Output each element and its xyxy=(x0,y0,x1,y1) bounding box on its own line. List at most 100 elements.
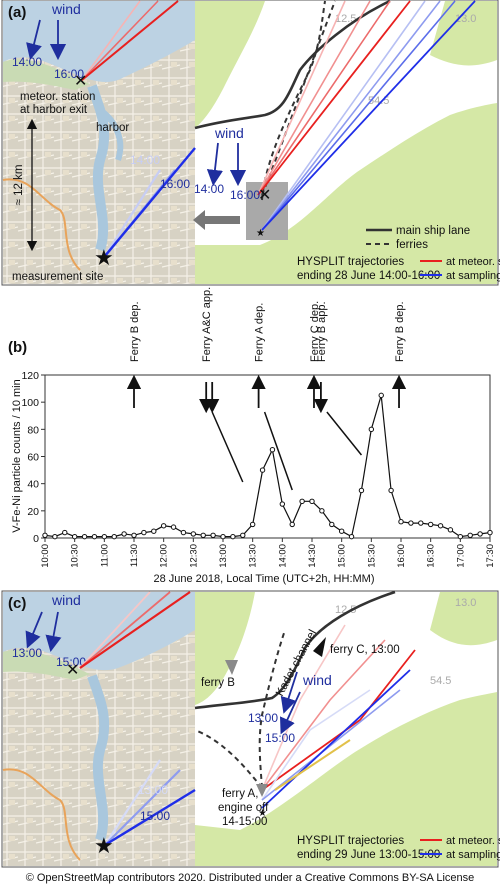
panel-c-label: (c) xyxy=(8,595,26,612)
wind-time-c-15: 15:00 xyxy=(265,731,295,745)
data-point xyxy=(170,524,177,530)
chart-b: 0 20 40 60 80 100 120 10:00 10:30 11:00 11:30 12:00… xyxy=(21,287,496,568)
y-tick-label: 20 xyxy=(27,506,39,518)
site-marker: ★ xyxy=(256,228,265,239)
legend-c-met-station: at meteor. station xyxy=(446,835,500,847)
data-point xyxy=(230,533,236,540)
x-axis-label: 28 June 2018, Local Time (UTC+2h, HH:MM) xyxy=(153,573,374,585)
lon-label-13-0-c: 13.0 xyxy=(455,597,476,609)
station-marker: ✕ xyxy=(74,73,87,90)
y-tick-label: 60 xyxy=(27,452,39,464)
main-ship-lane xyxy=(194,0,391,130)
traj-time-16: 16:00 xyxy=(160,177,190,191)
data-point xyxy=(427,521,434,528)
ferry-route xyxy=(258,629,286,789)
wind-arrow xyxy=(25,611,43,649)
data-point xyxy=(319,508,325,514)
wind-label-c-right: wind xyxy=(302,672,332,688)
panel-b: (b) 0 20 40 60 80 100 120 10:00 10:30 11:00 11:30 1… xyxy=(8,287,496,585)
event-label: Ferry A&C app. xyxy=(201,287,213,362)
data-point xyxy=(269,447,276,453)
panel-a-label: (a) xyxy=(8,4,26,21)
data-point xyxy=(249,521,256,528)
x-tick-label: 16:30 xyxy=(426,544,437,568)
x-tick-label: 16:00 xyxy=(396,544,407,568)
panel-b-label: (b) xyxy=(8,339,27,356)
legend-ferries: ferries xyxy=(396,239,428,251)
x-tick-label: 14:00 xyxy=(277,544,288,568)
data-point xyxy=(289,521,295,528)
x-tick-label: 13:30 xyxy=(248,544,259,568)
ferry-c-icon xyxy=(313,637,326,657)
event-connector xyxy=(263,411,293,491)
y-axis-label: V-Fe-Ni particle counts / 10 min xyxy=(11,379,23,532)
legend-c-hysplit-period: ending 29 June 13:00-15:00 xyxy=(297,849,440,861)
data-point xyxy=(259,467,266,473)
traj-time-c-13: 13:00 xyxy=(138,783,168,797)
data-point xyxy=(190,531,197,537)
data-point xyxy=(457,533,464,540)
panel-c-legend: HYSPLIT trajectories ending 29 June 13:0… xyxy=(297,835,500,861)
scale-label: ≈ 12 km xyxy=(13,165,25,206)
data-point xyxy=(418,520,424,526)
event-connector xyxy=(326,411,363,456)
x-tick-label: 15:30 xyxy=(366,544,377,568)
data-point xyxy=(358,487,365,494)
wind-time-c-13: 13:00 xyxy=(248,711,278,725)
data-point xyxy=(309,498,315,505)
data-point xyxy=(378,392,384,399)
x-tick-label: 11:30 xyxy=(129,544,140,567)
legend-c-hysplit-title: HYSPLIT trajectories xyxy=(297,835,404,847)
event-connector xyxy=(211,411,244,483)
footer-copyright: © OpenStreetMap contributors 2020. Distr… xyxy=(26,872,475,884)
site-marker: ★ xyxy=(258,808,267,819)
data-point xyxy=(487,529,493,536)
data-point xyxy=(91,533,98,540)
event-label: Ferry B dep. xyxy=(394,301,406,362)
legend-met-station: at meteor. station xyxy=(446,256,500,268)
data-point xyxy=(151,528,157,534)
main-ship-lane xyxy=(194,590,396,710)
data-point xyxy=(408,520,414,526)
legend-c-sampling-site: at sampling site xyxy=(446,849,500,861)
data-point xyxy=(220,533,226,540)
ferry-route xyxy=(194,729,263,789)
ferry-a-icon xyxy=(256,784,268,797)
ferry-c-label: ferry C, 13:00 xyxy=(330,644,400,656)
data-point xyxy=(180,529,187,536)
harbor-label: harbor xyxy=(96,122,129,134)
data-point xyxy=(210,532,216,538)
panel-a-legend: main ship lane ferries HYSPLIT trajector… xyxy=(297,225,500,282)
ferry-a-label-3: 14-15:00 xyxy=(222,816,267,828)
lat-label-c: 54.5 xyxy=(430,675,451,687)
wind-arrow xyxy=(206,142,223,187)
ferry-b-icon xyxy=(225,660,238,675)
panel-a-frame xyxy=(1,0,499,286)
ferry-b-label: ferry B xyxy=(201,677,235,689)
panel-c-frame xyxy=(1,590,499,868)
event-label: Ferry A dep. xyxy=(254,303,266,362)
traj-time-c-15: 15:00 xyxy=(140,809,170,823)
panel-c-osm-map xyxy=(2,592,195,866)
event-label: Ferry B app. xyxy=(316,301,328,362)
panel-a: 12.5 13.0 54.5 ✕ ★ wind xyxy=(1,0,500,286)
site-label: measurement site xyxy=(12,271,103,283)
x-tick-label: 12:00 xyxy=(159,544,170,568)
ferry-a-label-2: engine off xyxy=(218,802,269,814)
data-point xyxy=(240,532,246,538)
y-tick-label: 40 xyxy=(27,479,39,491)
station-marker: ✕ xyxy=(66,662,79,679)
station-label: meteor. station xyxy=(20,91,95,103)
event-label: Ferry B dep. xyxy=(129,301,141,362)
wind-time-16: 16:00 xyxy=(230,188,260,202)
data-point xyxy=(329,521,335,528)
x-tick-label: 17:30 xyxy=(485,544,496,568)
data-point xyxy=(121,531,127,537)
event-label: Ferry C dep. xyxy=(309,301,321,362)
data-point xyxy=(368,426,375,433)
panel-a-schematic-map: 12.5 13.0 54.5 ✕ ★ wind xyxy=(193,0,500,284)
site-star-icon-c: ★ xyxy=(94,833,114,858)
wind-label-left: wind xyxy=(51,1,81,17)
panel-c-schematic-map: 12.5 13.0 54.5 ★ ferry B Kadet channel f… xyxy=(194,590,500,866)
panel-c: 12.5 13.0 54.5 ★ ferry B Kadet channel f… xyxy=(1,590,500,868)
